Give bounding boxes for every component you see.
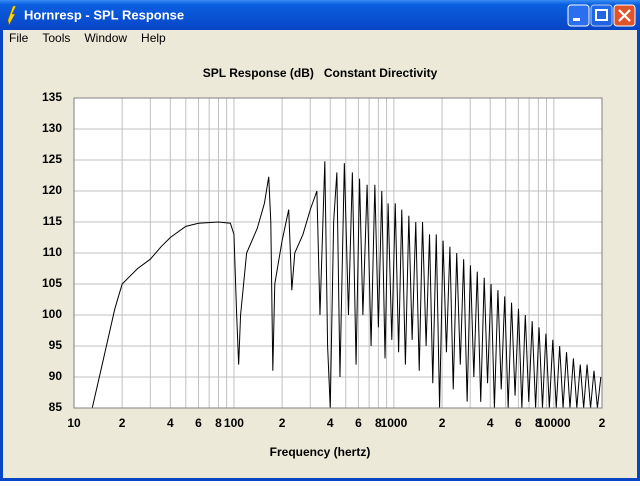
menu-bar: File Tools Window Help (9, 31, 166, 45)
x-tick-label: 4 (167, 416, 174, 430)
menu-item[interactable]: Tools (42, 31, 70, 45)
plot-border (73, 97, 603, 409)
y-tick-label: 105 (42, 276, 62, 290)
x-tick-label: 4 (487, 416, 494, 430)
y-tick-label: 115 (43, 214, 63, 228)
menu-item[interactable]: File (9, 31, 29, 45)
x-tick-label: 1000 (381, 416, 408, 430)
y-tick-label: 85 (49, 400, 63, 414)
minimize-button[interactable] (567, 4, 590, 27)
y-tick-label: 120 (42, 183, 62, 197)
x-tick-label: 6 (355, 416, 362, 430)
x-tick-label: 8 (375, 416, 382, 430)
x-tick-label: 8 (215, 416, 222, 430)
maximize-button[interactable] (590, 4, 613, 27)
x-axis-label: Frequency (hertz) (270, 445, 371, 459)
y-tick-label: 125 (42, 152, 62, 166)
y-tick-label: 90 (49, 369, 63, 383)
chart-title: SPL Response (dB) Constant Directivity (203, 66, 438, 80)
menu-item[interactable]: Window (84, 31, 127, 45)
x-tick-label: 2 (439, 416, 446, 430)
x-tick-label: 2 (599, 416, 606, 430)
marks (91, 161, 602, 408)
x-tick-label: 2 (279, 416, 286, 430)
y-tick-label: 100 (42, 307, 62, 321)
title-bar (0, 0, 640, 30)
minimize-icon (573, 18, 580, 21)
maximize-icon (595, 9, 608, 21)
y-tick-label: 130 (42, 121, 62, 135)
window-title: Hornresp - SPL Response (24, 7, 184, 22)
y-tick-label: 135 (42, 90, 62, 104)
x-tick-label: 10000 (537, 416, 571, 430)
x-tick-label: 8 (535, 416, 542, 430)
menu-item[interactable]: Help (141, 31, 166, 45)
x-tick-label: 4 (327, 416, 334, 430)
y-tick-label: 110 (43, 245, 63, 259)
x-tick-label: 10 (67, 416, 81, 430)
x-tick-label: 6 (195, 416, 202, 430)
x-tick-label: 6 (515, 416, 522, 430)
app-icon (7, 5, 17, 26)
spl-curve (91, 161, 602, 408)
x-tick-label: 100 (224, 416, 244, 430)
y-tick-label: 95 (49, 338, 63, 352)
close-icon (618, 9, 631, 22)
x-tick-label: 2 (119, 416, 126, 430)
